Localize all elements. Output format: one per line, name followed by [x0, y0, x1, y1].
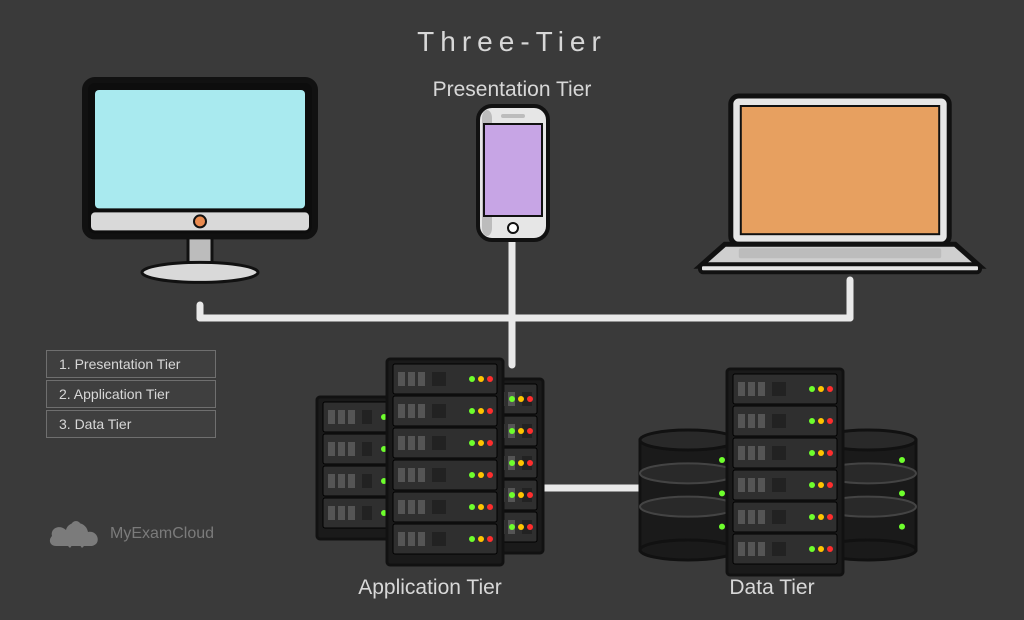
- diagram-title: Three-Tier: [0, 26, 1024, 58]
- desktop-monitor-icon: [85, 80, 315, 282]
- presentation-tier-label: Presentation Tier: [362, 78, 662, 102]
- data-tier-cluster-icon: [640, 369, 916, 575]
- legend-item: 3. Data Tier: [46, 410, 216, 438]
- laptop-icon: [700, 96, 980, 272]
- smartphone-icon: [478, 106, 548, 240]
- cloud-person-icon: [46, 510, 102, 558]
- application-tier-label: Application Tier: [280, 576, 580, 600]
- brand-text: MyExamCloud: [110, 525, 214, 543]
- diagram-stage: Three-Tier Presentation Tier Application…: [0, 0, 1024, 620]
- legend-item: 2. Application Tier: [46, 380, 216, 408]
- application-server-cluster-icon: [317, 359, 543, 565]
- legend-item: 1. Presentation Tier: [46, 350, 216, 378]
- tier-legend: 1. Presentation Tier2. Application Tier3…: [46, 350, 216, 440]
- brand-block: MyExamCloud: [46, 510, 214, 558]
- data-tier-label: Data Tier: [622, 576, 922, 600]
